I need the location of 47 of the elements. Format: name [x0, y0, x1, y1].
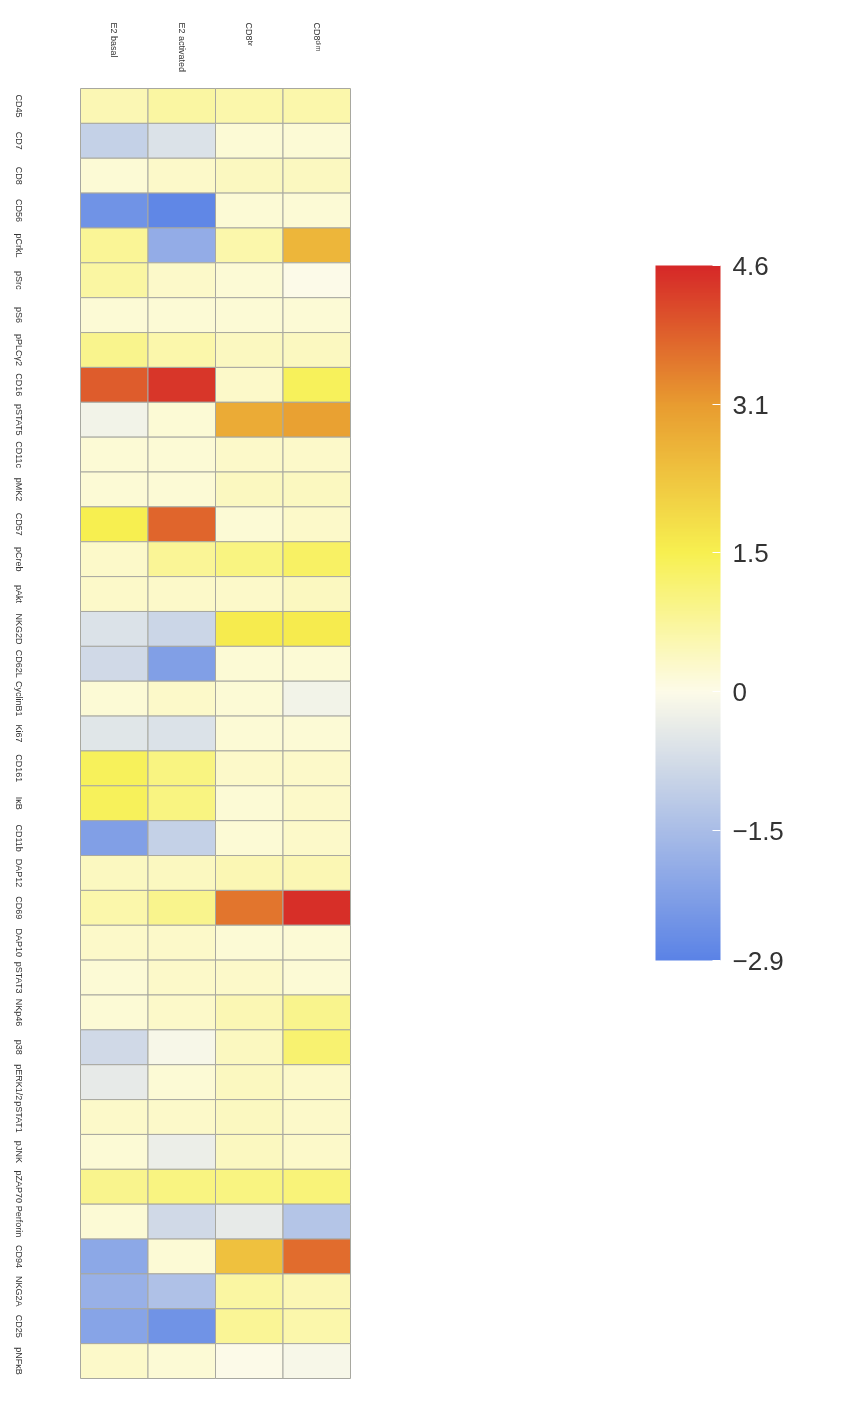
y-tick-label: pCreb [13, 546, 24, 572]
y-tick-label: pPLCγ2 [13, 333, 24, 367]
y-tick-label: pS6 [13, 307, 24, 324]
y-tick-label: pZAP70 [13, 1170, 24, 1204]
y-tick-label: p38 [13, 1039, 24, 1055]
x-tick-label: CD8ᵈⁱᵐ [311, 22, 322, 52]
color-bar-label: −2.9 [732, 945, 784, 976]
y-tick-label: pMK2 [13, 477, 24, 502]
y-tick-label: CD11b [13, 824, 24, 852]
y-tick-label: DAP12 [13, 858, 24, 888]
y-tick-label: CD11c [13, 441, 24, 469]
y-tick-label: NKp46 [13, 998, 24, 1027]
y-tick-label: DAP10 [13, 928, 24, 957]
y-tick-label: CD8 [13, 166, 24, 185]
y-tick-label: CD62L [13, 649, 24, 678]
y-tick-label: CD161 [13, 754, 24, 783]
color-bar-label: 3.1 [732, 389, 769, 420]
color-bar-label: 1.5 [732, 537, 769, 568]
y-tick-label: IκB [13, 796, 24, 810]
y-tick-label: pCrkL [13, 233, 24, 258]
y-tick-label: NKG2A [13, 1276, 24, 1307]
y-tick-label: CD16 [13, 373, 24, 397]
y-tick-label: pAkt [13, 585, 24, 604]
y-tick-label: CyclinB1 [13, 680, 24, 717]
y-tick-label: CD57 [13, 512, 24, 536]
y-tick-label: CD25 [13, 1314, 24, 1338]
y-tick-label: pSTAT5 [13, 403, 24, 436]
color-bar-label: 4.6 [732, 250, 769, 281]
y-tick-label: CD56 [13, 199, 24, 223]
y-tick-label: pJNK [13, 1140, 24, 1163]
y-tick-label: pSTAT3 [13, 961, 24, 994]
y-tick-label: pSrc [13, 271, 24, 291]
y-tick-label: Ki67 [13, 724, 24, 743]
color-bar-label: 0 [732, 676, 747, 707]
x-tick-label: CD8ᵇʳ [244, 22, 255, 47]
y-tick-label: CD94 [13, 1244, 24, 1268]
y-tick-label: CD7 [13, 131, 24, 150]
y-tick-label: Perforin [13, 1205, 24, 1238]
y-tick-label: CD45 [13, 94, 24, 118]
y-tick-label: pSTAT1 [13, 1101, 24, 1133]
y-tick-label: NKG2D [13, 613, 24, 645]
color-bar-label: −1.5 [732, 815, 784, 846]
y-tick-label: pERK1/2 [13, 1064, 24, 1101]
x-tick-label: E2 basal [109, 22, 120, 58]
y-tick-label: CD69 [13, 896, 24, 920]
x-tick-label: E2 activated [176, 22, 187, 73]
y-tick-label: pNFκB [13, 1347, 24, 1375]
